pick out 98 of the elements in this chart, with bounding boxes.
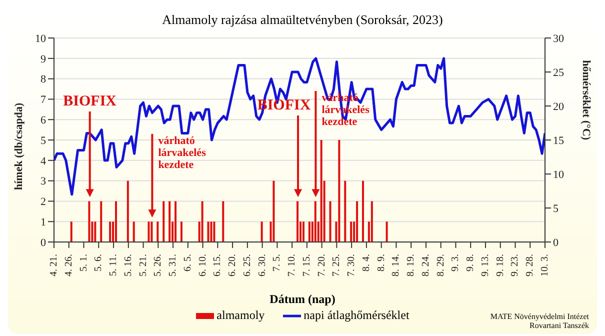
- x-tick-label: 5. 6.: [93, 254, 104, 272]
- x-tick-label: 7. 10.: [286, 254, 298, 276]
- y2-tick-label: 0: [553, 236, 559, 249]
- x-tick-label: 5. 16.: [122, 254, 134, 276]
- bar: [222, 201, 224, 242]
- bar: [344, 180, 346, 242]
- bar: [126, 180, 129, 242]
- bar: [150, 222, 153, 242]
- bar: [70, 222, 72, 242]
- x-tick-label: 9. 28.: [524, 254, 536, 276]
- bar: [386, 222, 388, 242]
- x-tick-label: 5. 26.: [152, 254, 164, 276]
- bar: [100, 201, 102, 242]
- bar: [338, 140, 340, 242]
- bar: [201, 201, 204, 242]
- legend-label: napi átlaghőmérséklet: [304, 308, 410, 323]
- bar: [132, 222, 135, 242]
- bar: [320, 140, 322, 242]
- bar: [260, 222, 263, 242]
- bar: [356, 201, 358, 242]
- bar: [109, 222, 112, 242]
- x-tick-label: 7. 20.: [316, 254, 328, 276]
- x-tick-label: 9. 8.: [465, 254, 476, 272]
- x-tick-label: 8. 9.: [376, 254, 387, 272]
- x-tick-label: 5. 21.: [138, 254, 149, 276]
- bar: [180, 222, 182, 242]
- x-tick-label: 7. 15.: [301, 254, 312, 276]
- x-tick-label: 4. 21.: [48, 254, 60, 276]
- y-tick-label: 10: [35, 32, 46, 45]
- y-tick-label: 3: [40, 176, 46, 188]
- y2-tick-label: 5: [553, 202, 559, 215]
- x-tick-label: 4. 26.: [63, 254, 74, 276]
- x-tick-label: 9. 23.: [510, 254, 521, 276]
- text: MATE Növényvédelmi Intézet: [490, 312, 589, 321]
- y-tick-label: 9: [40, 53, 46, 66]
- bar: [296, 201, 299, 242]
- x-tick-label: 9. 18.: [494, 254, 506, 276]
- bar: [207, 222, 210, 242]
- bar: [162, 201, 165, 242]
- x-tick-label: 10. 3.: [540, 254, 550, 276]
- y2-tick-label: 10: [553, 168, 564, 181]
- bar: [272, 180, 275, 242]
- y-tick-label: 5: [40, 134, 46, 147]
- y-tick-label: 0: [40, 236, 46, 249]
- legend-label: almamoly: [216, 308, 265, 323]
- bar: [174, 201, 177, 242]
- x-tick-label: 6. 15.: [212, 254, 224, 276]
- y2-tick-label: 20: [553, 100, 564, 113]
- bar: [308, 222, 310, 242]
- y-tick-label: 2: [40, 196, 46, 208]
- bar: [156, 222, 159, 242]
- text: Rovartani Tanszék: [528, 321, 589, 330]
- bar: [88, 201, 90, 242]
- bar: [168, 201, 171, 242]
- bar: [370, 201, 373, 242]
- x-tick-label: 9. 3.: [450, 254, 462, 272]
- x-tick-label: 8. 4.: [360, 254, 372, 272]
- y2-tick-label: 30: [553, 32, 564, 45]
- bar: [350, 222, 352, 242]
- x-tick-label: 6. 5.: [182, 254, 194, 272]
- bar: [362, 180, 364, 242]
- y-tick-label: 4: [40, 155, 46, 168]
- x-tick-label: 8. 29.: [435, 254, 446, 276]
- line-series: [54, 57, 545, 196]
- y2-axis-title: hőmérséklet (°C): [580, 60, 592, 140]
- bar: [213, 222, 216, 242]
- x-tick-label: 9. 13.: [480, 254, 491, 276]
- x-tick-label: 6. 10.: [197, 254, 208, 276]
- y-tick-label: 1: [40, 216, 46, 229]
- bar: [94, 222, 96, 242]
- x-tick-label: 5. 31.: [168, 254, 179, 276]
- bar: [148, 222, 150, 242]
- y2-tick-label: 25: [553, 66, 564, 79]
- chart-title: Almamoly rajzása almaültetvényben (Soroksár, 2023): [161, 11, 444, 29]
- x-tick-label: 6. 25.: [242, 254, 253, 276]
- x-axis-title: Dátum (nap): [268, 292, 336, 308]
- bar: [314, 201, 316, 242]
- x-tick-label: 7. 30.: [346, 254, 358, 276]
- bar: [302, 222, 304, 242]
- x-tick-label: 8. 24.: [420, 254, 432, 276]
- x-tick-label: 8. 19.: [406, 254, 417, 276]
- bar: [210, 222, 212, 242]
- y-tick-label: 7: [40, 94, 46, 106]
- annotation: várható lárvakelés kezdete: [158, 134, 207, 171]
- x-tick-label: 7. 25.: [331, 254, 342, 276]
- x-tick-label: 5. 1.: [78, 254, 90, 272]
- x-tick-label: 7. 5.: [272, 254, 283, 272]
- x-tick-label: 5. 11.: [108, 254, 120, 276]
- y-tick-label: 8: [40, 74, 46, 86]
- y-axis-title: hímek (db/csapda): [12, 102, 25, 190]
- y-tick-label: 6: [40, 114, 46, 127]
- annotation: BIOFIX: [63, 93, 117, 110]
- y2-tick-label: 15: [553, 134, 564, 147]
- x-tick-label: 6. 30.: [256, 254, 268, 276]
- bar: [115, 201, 118, 242]
- bar: [329, 201, 332, 242]
- x-tick-label: 8. 14.: [390, 254, 402, 276]
- x-tick-label: 6. 20.: [227, 254, 238, 276]
